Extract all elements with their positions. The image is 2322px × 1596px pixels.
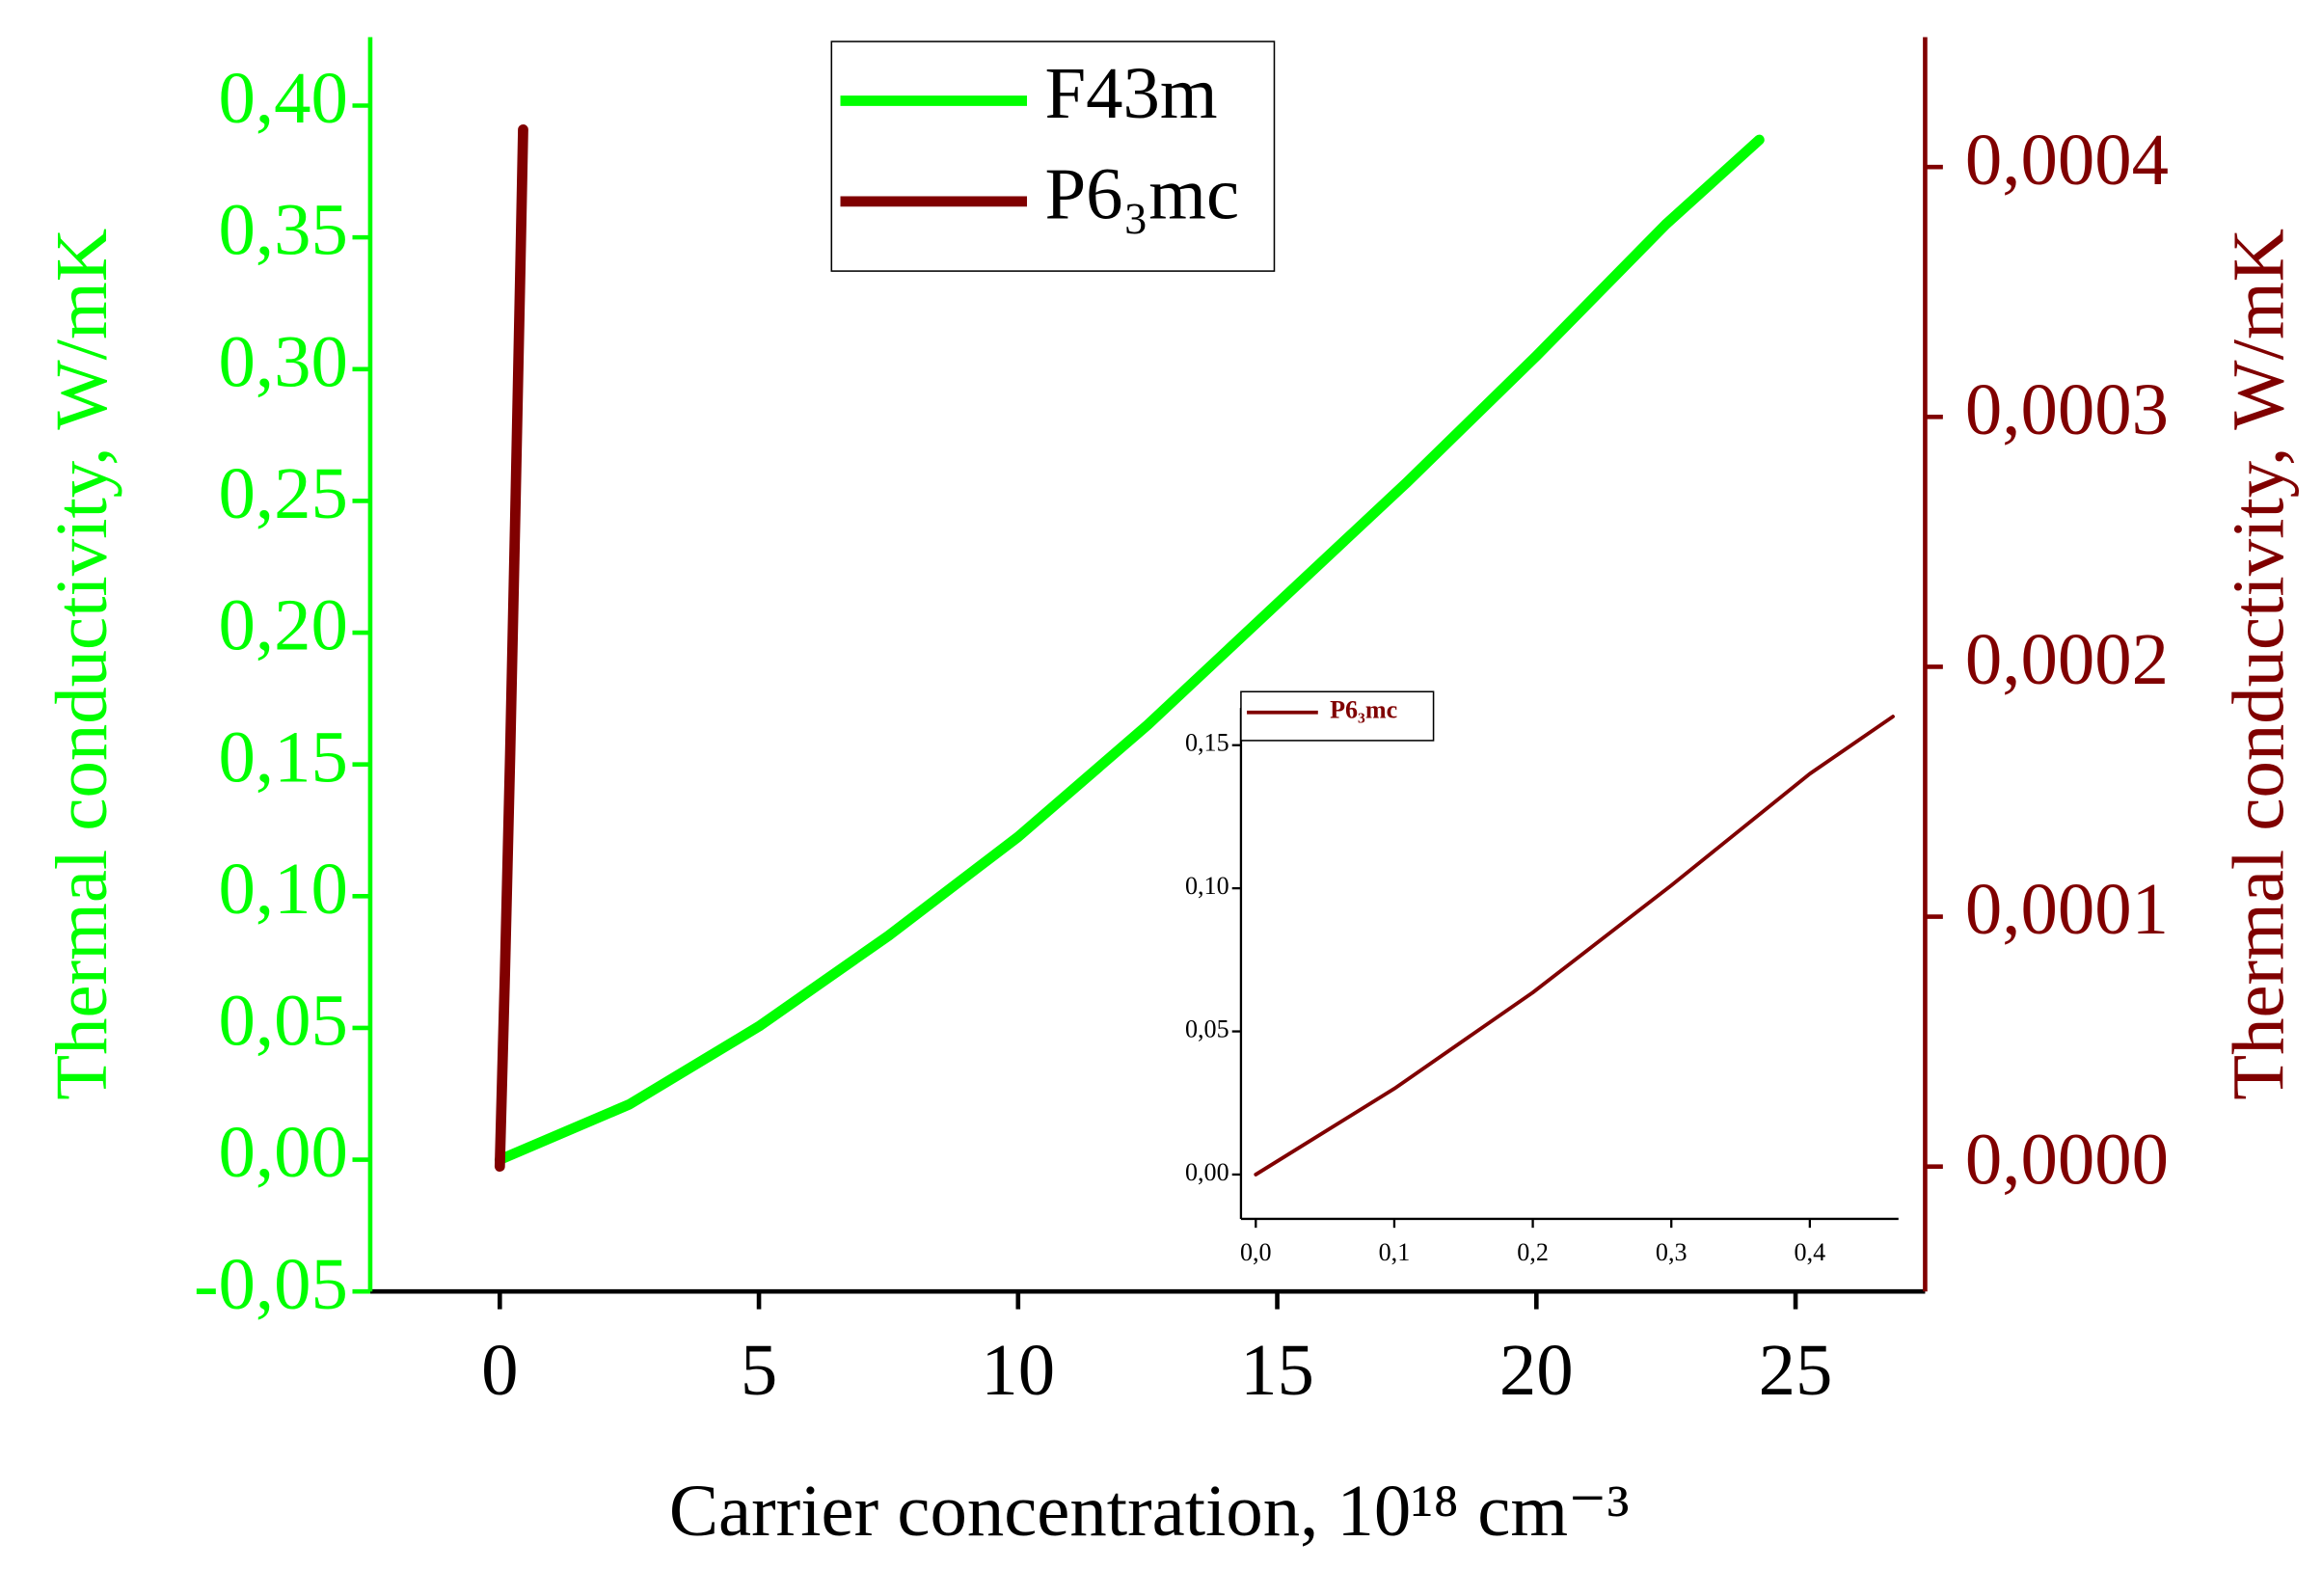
y-tick-label: 0,05 xyxy=(1185,1015,1229,1043)
legend-box xyxy=(830,41,1276,272)
series-line xyxy=(1254,715,1895,1177)
x-tick-label: 0,4 xyxy=(1795,1238,1826,1266)
y-tick-label: 0,10 xyxy=(1185,872,1229,900)
y-tick-label: 0,25 xyxy=(219,452,348,534)
x-axis-label: Carrier concentration, 10¹⁸ cm⁻³ xyxy=(669,1470,1630,1552)
series-line xyxy=(494,123,528,1173)
y2-tick-label: 0,0004 xyxy=(1965,119,2169,201)
y-tick-label: 0,30 xyxy=(219,320,348,402)
y-tick-label: 0,05 xyxy=(219,980,348,1062)
y2-axis-label: Thermal conductivity, W/mK xyxy=(2217,229,2299,1100)
x-tick-label: 10 xyxy=(981,1329,1055,1411)
y-tick-label: 0,15 xyxy=(219,716,348,798)
legend-label: F43m xyxy=(1044,52,1217,134)
y-tick-label: 0,10 xyxy=(219,848,348,930)
y-tick-label: 0,40 xyxy=(219,57,348,139)
y2-tick-label: 0,0003 xyxy=(1965,368,2169,450)
y-tick-label: 0,00 xyxy=(1185,1158,1229,1186)
series-line xyxy=(494,134,1765,1165)
legend-box xyxy=(1240,690,1435,742)
y2-tick-label: 0,0001 xyxy=(1965,868,2169,950)
y-tick-label: -0,05 xyxy=(194,1243,348,1325)
x-tick-label: 20 xyxy=(1499,1329,1574,1411)
x-tick-label: 0,0 xyxy=(1240,1238,1272,1266)
x-tick-label: 5 xyxy=(741,1329,777,1411)
legend-label: P6₃mc xyxy=(1044,153,1239,235)
x-tick-label: 25 xyxy=(1759,1329,1833,1411)
x-tick-label: 0,1 xyxy=(1379,1238,1411,1266)
y-tick-label: 0,35 xyxy=(219,189,348,271)
x-tick-label: 0 xyxy=(481,1329,518,1411)
y-axis-label: Thermal conductivity, W/mK xyxy=(40,229,122,1100)
y2-tick-label: 0,0000 xyxy=(1965,1118,2169,1200)
x-tick-label: 0,3 xyxy=(1656,1238,1688,1266)
y-tick-label: 0,00 xyxy=(219,1111,348,1193)
x-tick-label: 15 xyxy=(1240,1329,1314,1411)
legend-label: P6₃mc xyxy=(1330,696,1397,724)
y-tick-label: 0,20 xyxy=(219,584,348,666)
x-tick-label: 0,2 xyxy=(1517,1238,1549,1266)
y2-tick-label: 0,0002 xyxy=(1965,618,2169,700)
y-tick-label: 0,15 xyxy=(1185,729,1229,757)
